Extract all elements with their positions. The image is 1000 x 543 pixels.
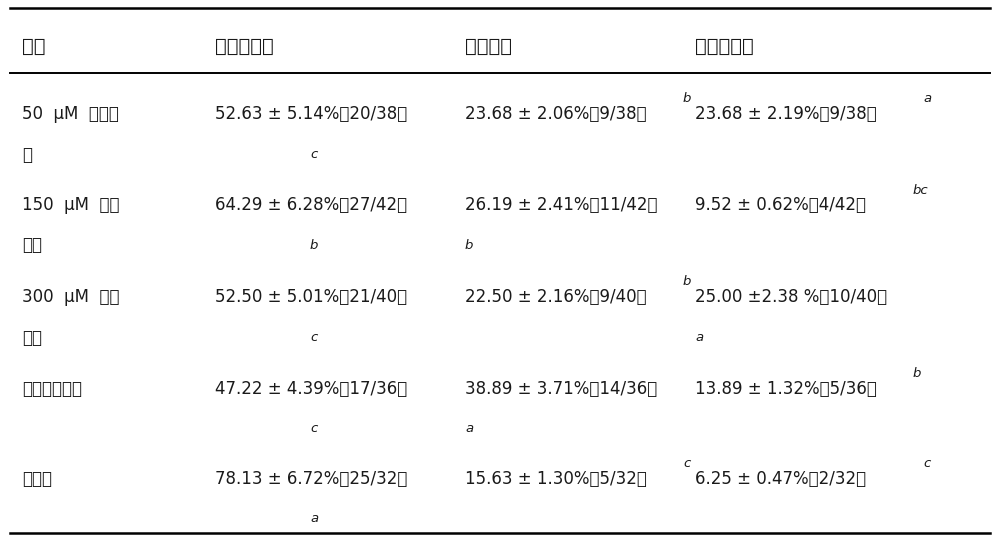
Text: 150  μM  钒处: 150 μM 钒处	[22, 196, 120, 214]
Text: b: b	[465, 239, 473, 252]
Text: 78.13 ± 6.72%（25/32）: 78.13 ± 6.72%（25/32）	[215, 470, 407, 488]
Text: 23.68 ± 2.19%（9/38）: 23.68 ± 2.19%（9/38）	[695, 105, 877, 123]
Text: 9.52 ± 0.62%（4/42）: 9.52 ± 0.62%（4/42）	[695, 196, 866, 214]
Text: 38.89 ± 3.71%（14/36）: 38.89 ± 3.71%（14/36）	[465, 380, 657, 398]
Text: c: c	[310, 422, 317, 435]
Text: 正常受精率: 正常受精率	[215, 37, 274, 55]
Text: 未受精率: 未受精率	[465, 37, 512, 55]
Text: 52.50 ± 5.01%（21/40）: 52.50 ± 5.01%（21/40）	[215, 288, 407, 306]
Text: c: c	[683, 457, 690, 470]
Text: 26.19 ± 2.41%（11/42）: 26.19 ± 2.41%（11/42）	[465, 196, 658, 214]
Text: c: c	[310, 331, 317, 344]
Text: b: b	[310, 239, 318, 252]
Text: 25.00 ±2.38 %（10/40）: 25.00 ±2.38 %（10/40）	[695, 288, 887, 306]
Text: 组: 组	[22, 146, 32, 164]
Text: 300  μM  钒处: 300 μM 钒处	[22, 288, 120, 306]
Text: 22.50 ± 2.16%（9/40）: 22.50 ± 2.16%（9/40）	[465, 288, 647, 306]
Text: 新鲜组: 新鲜组	[22, 470, 52, 488]
Text: a: a	[923, 92, 931, 105]
Text: c: c	[923, 457, 930, 470]
Text: 组别: 组别	[22, 37, 46, 55]
Text: 玻璃化冷冻组: 玻璃化冷冻组	[22, 380, 82, 398]
Text: b: b	[913, 367, 921, 380]
Text: 理组: 理组	[22, 329, 42, 347]
Text: b: b	[683, 92, 691, 105]
Text: 理组: 理组	[22, 236, 42, 255]
Text: 52.63 ± 5.14%（20/38）: 52.63 ± 5.14%（20/38）	[215, 105, 407, 123]
Text: 6.25 ± 0.47%（2/32）: 6.25 ± 0.47%（2/32）	[695, 470, 866, 488]
Text: 15.63 ± 1.30%（5/32）: 15.63 ± 1.30%（5/32）	[465, 470, 647, 488]
Text: bc: bc	[913, 184, 929, 197]
Text: b: b	[683, 275, 691, 288]
Text: c: c	[310, 148, 317, 161]
Text: 23.68 ± 2.06%（9/38）: 23.68 ± 2.06%（9/38）	[465, 105, 647, 123]
Text: a: a	[695, 331, 703, 344]
Text: 13.89 ± 1.32%（5/36）: 13.89 ± 1.32%（5/36）	[695, 380, 877, 398]
Text: 64.29 ± 6.28%（27/42）: 64.29 ± 6.28%（27/42）	[215, 196, 407, 214]
Text: 多精受精率: 多精受精率	[695, 37, 754, 55]
Text: a: a	[465, 422, 473, 435]
Text: 47.22 ± 4.39%（17/36）: 47.22 ± 4.39%（17/36）	[215, 380, 407, 398]
Text: a: a	[310, 512, 318, 525]
Text: 50  μM  钒处理: 50 μM 钒处理	[22, 105, 119, 123]
